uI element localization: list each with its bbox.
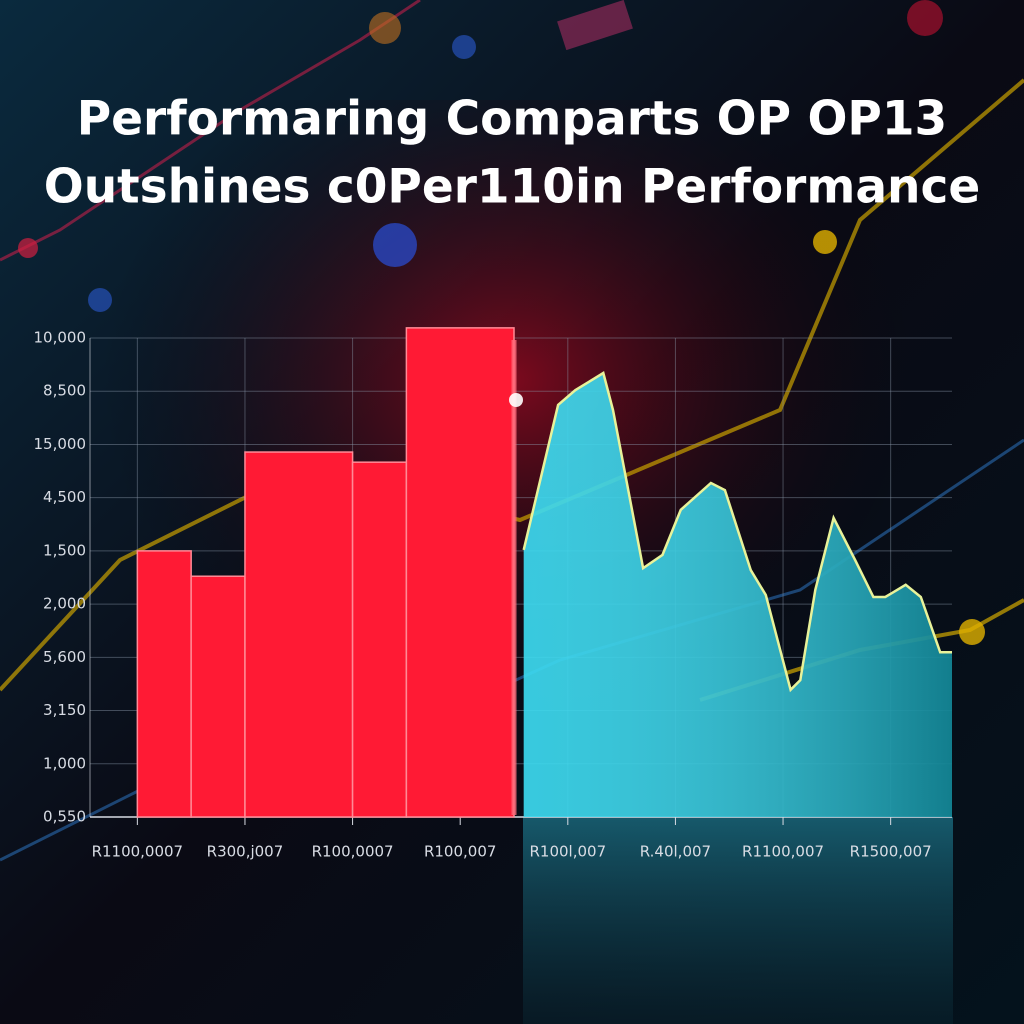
bar: [244, 451, 354, 818]
decor: [557, 0, 633, 51]
y-tick-label: 0,550: [43, 808, 86, 826]
bokeh: [18, 238, 38, 258]
x-tick-label: R1500,007: [850, 843, 932, 861]
x-tick-label: R100l,007: [530, 843, 607, 861]
bokeh: [813, 230, 837, 254]
bokeh: [88, 288, 112, 312]
chart-title: Outshines c0Per110in Performance: [44, 160, 981, 215]
chart-title: Performaring Comparts OP OP13: [77, 92, 948, 147]
bokeh: [959, 619, 985, 645]
x-tick-label: R300,j007: [207, 843, 284, 861]
area-shade: [523, 373, 952, 817]
y-tick-label: 15,000: [34, 435, 87, 453]
x-tick-label: R100,007: [424, 843, 496, 861]
reflection: [523, 817, 953, 1024]
bar: [190, 575, 246, 818]
y-tick-label: 2,000: [43, 595, 86, 613]
flare: [509, 393, 523, 407]
bar: [351, 461, 408, 818]
bar: [405, 327, 515, 818]
x-tick-label: R.40l,007: [640, 843, 711, 861]
y-tick-label: 10,000: [34, 329, 87, 347]
y-tick-label: 1,500: [43, 541, 86, 559]
plot: 0,550 1,000 3,150 5,600 2,000 1,500 4,500 15,00…: [34, 327, 952, 861]
y-tick-label: 4,500: [43, 488, 86, 506]
y-tick-label: 8,500: [43, 382, 86, 400]
x-tick-label: R1100,007: [742, 843, 824, 861]
y-tick-label: 3,150: [43, 701, 86, 719]
bar: [136, 550, 192, 818]
bokeh: [452, 35, 476, 59]
x-tick-label: R1100,0007: [92, 843, 184, 861]
bokeh: [369, 12, 401, 44]
y-tick-label: 5,600: [43, 648, 86, 666]
bokeh: [373, 223, 417, 267]
y-tick-label: 1,000: [43, 754, 86, 772]
line: [522, 371, 952, 693]
decor-line: [0, 78, 1024, 692]
bokeh: [907, 0, 943, 36]
x-tick-label: R100,0007: [312, 843, 394, 861]
